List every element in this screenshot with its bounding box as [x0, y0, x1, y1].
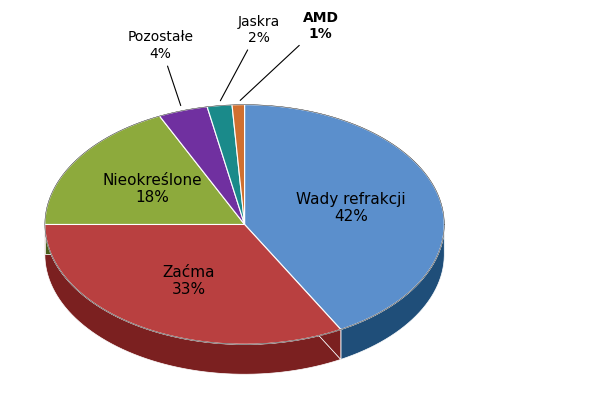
Polygon shape [45, 224, 341, 344]
Polygon shape [45, 224, 244, 254]
Polygon shape [341, 226, 444, 359]
Polygon shape [207, 105, 244, 224]
Polygon shape [160, 107, 244, 224]
Polygon shape [45, 224, 244, 254]
Polygon shape [244, 224, 341, 359]
Polygon shape [45, 224, 341, 374]
Polygon shape [45, 116, 244, 224]
Polygon shape [244, 224, 341, 359]
Text: Nieokreślone
18%: Nieokreślone 18% [102, 173, 201, 205]
Text: Wady refrakcji
42%: Wady refrakcji 42% [296, 192, 406, 224]
Text: AMD
1%: AMD 1% [240, 10, 339, 100]
Text: Pozostałe
4%: Pozostałe 4% [128, 31, 194, 106]
Text: Zaćma
33%: Zaćma 33% [163, 265, 215, 297]
Text: Jaskra
2%: Jaskra 2% [220, 15, 280, 101]
Polygon shape [244, 105, 444, 330]
Polygon shape [232, 105, 244, 224]
